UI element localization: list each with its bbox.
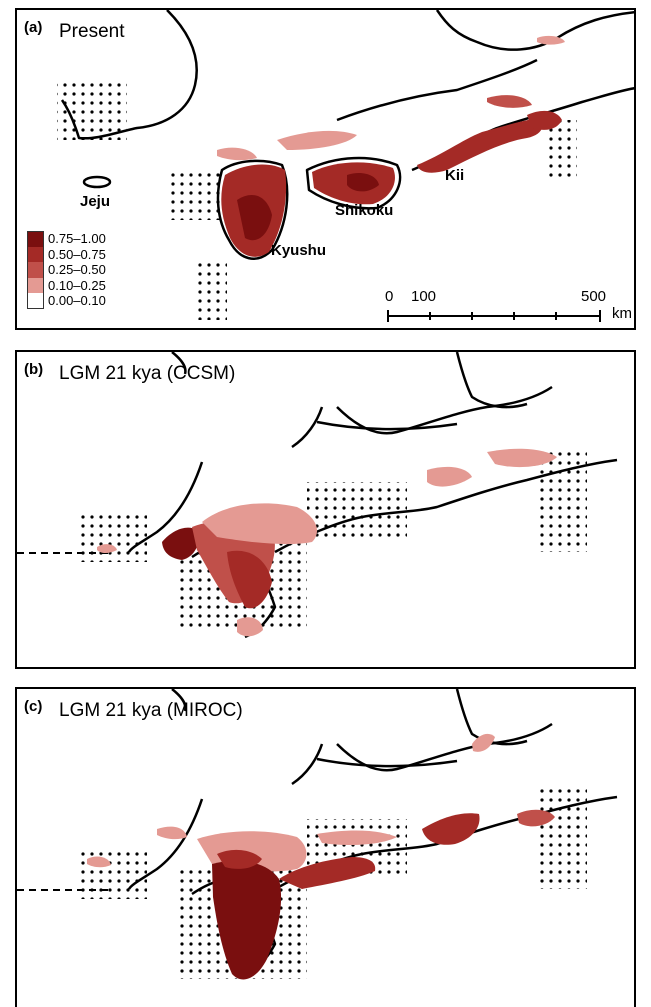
legend-label: 0.50–0.75: [48, 246, 106, 262]
scale-unit: km: [612, 305, 632, 322]
legend-item: 0.10–0.25: [27, 277, 106, 293]
panel-title-b: LGM 21 kya (CCSM): [59, 363, 236, 384]
map-panel-lgm-ccsm: (b) LGM 21 kya (CCSM): [15, 350, 636, 669]
coastline-honshu: [435, 10, 634, 51]
map-lgm-miroc: [17, 689, 618, 980]
legend-item: 0.25–0.50: [27, 262, 106, 278]
legend: 0.75–1.00 0.50–0.75 0.25–0.50 0.10–0.25 …: [27, 231, 106, 309]
map-present: [57, 10, 634, 320]
panel-title-c: LGM 21 kya (MIROC): [59, 700, 243, 721]
suitability-overlay-lgm-ccsm: [97, 448, 557, 637]
coastline-lgm: [171, 689, 187, 712]
panel-label-b: (b): [24, 361, 44, 378]
legend-swatch: [27, 262, 44, 278]
scale-tick-label: 500: [581, 288, 607, 305]
region-label-jeju: Jeju: [80, 193, 111, 210]
scale-tick-label: 100: [411, 288, 437, 305]
suitability-overlay-present: [217, 35, 565, 257]
region-label-kii: Kii: [445, 167, 465, 184]
legend-item: 0.00–0.10: [27, 293, 106, 309]
legend-swatch: [27, 293, 44, 309]
legend-label: 0.75–1.00: [48, 231, 106, 247]
region-label-kyushu: Kyushu: [271, 242, 327, 259]
region-label-shikoku: Shikoku: [335, 202, 394, 219]
scale-tick-label: 0: [385, 288, 394, 305]
legend-label: 0.00–0.10: [48, 293, 106, 309]
panel-title-a: Present: [59, 21, 125, 42]
map-lgm-ccsm: [17, 352, 618, 639]
suitability-overlay-lgm-miroc: [87, 733, 555, 980]
panel-label-a: (a): [24, 19, 43, 36]
legend-label: 0.25–0.50: [48, 262, 106, 278]
legend-swatch: [27, 231, 44, 247]
scale-bar: 0 100 500 km: [385, 288, 632, 328]
coastline-lgm: [171, 352, 187, 375]
scale-bar-line: [387, 310, 601, 322]
jeju-island: [82, 175, 112, 189]
panel-label-c: (c): [24, 698, 43, 715]
legend-label: 0.10–0.25: [48, 277, 106, 293]
legend-swatch: [27, 277, 44, 293]
legend-swatch: [27, 246, 44, 262]
map-panel-lgm-miroc: (c) LGM 21 kya (MIROC): [15, 687, 636, 1007]
map-panel-present: (a) Present Jeju Kyushu Shikoku Kii 0.75…: [15, 8, 636, 330]
legend-item: 0.50–0.75: [27, 246, 106, 262]
legend-item: 0.75–1.00: [27, 231, 106, 247]
